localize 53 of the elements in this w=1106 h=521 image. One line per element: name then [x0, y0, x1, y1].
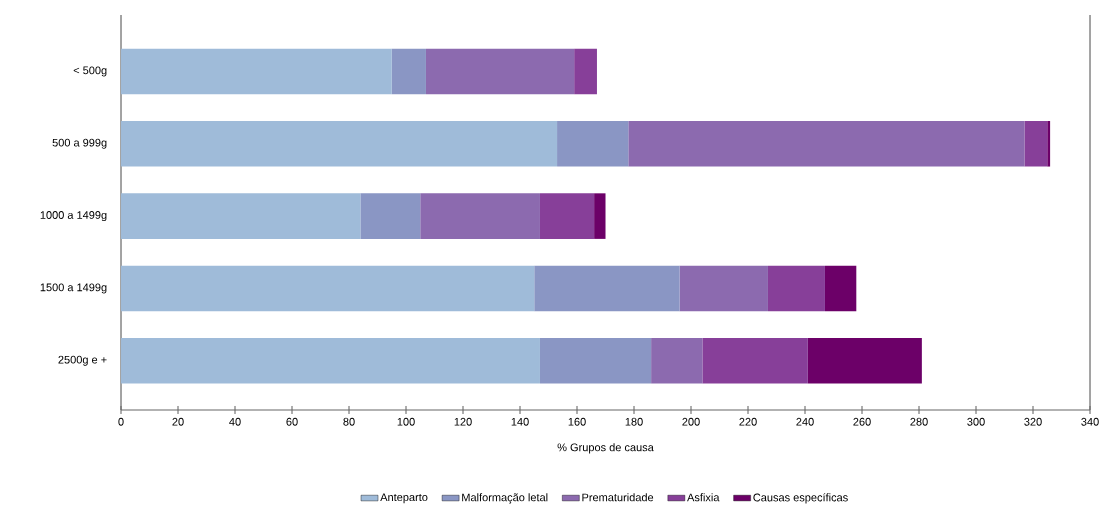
bar — [594, 193, 606, 239]
bar — [1024, 120, 1048, 167]
x-tick-label: 80 — [343, 417, 355, 426]
x-tick-label: 320 — [1024, 417, 1042, 426]
bar — [425, 48, 575, 95]
bar — [824, 265, 857, 312]
bar — [121, 265, 535, 312]
bar — [807, 338, 922, 384]
y-tick-label: 1000 a 1499g — [40, 211, 107, 222]
bar — [628, 120, 1025, 167]
legend-label: Causas específicas — [753, 493, 848, 504]
y-tick-label: 2500g e + — [58, 355, 107, 366]
x-tick-label: 60 — [286, 417, 298, 426]
bar — [539, 338, 652, 384]
bar — [121, 120, 558, 167]
bar — [360, 193, 421, 239]
legend-label: Anteparto — [380, 493, 428, 504]
x-tick-label: 200 — [682, 417, 700, 426]
x-tick-label: 20 — [172, 417, 184, 426]
y-tick-label: < 500g — [73, 66, 107, 77]
x-tick-label: 220 — [739, 417, 757, 426]
bar — [679, 265, 768, 312]
x-tick-label: 340 — [1081, 417, 1099, 426]
x-tick-label: 0 — [118, 417, 124, 426]
x-tick-label: 100 — [397, 417, 415, 426]
bar — [534, 265, 680, 312]
x-tick-label: 140 — [511, 417, 529, 426]
legend-label: Malformação letal — [462, 493, 548, 504]
bar — [702, 338, 808, 384]
x-tick-label: 300 — [967, 417, 985, 426]
legend-label: Prematuridade — [582, 493, 654, 502]
bar — [767, 265, 825, 312]
x-tick-label: 40 — [229, 417, 241, 426]
y-tick-label: 1500 a 1499g — [40, 283, 107, 294]
y-tick-label: 500 a 999g — [52, 138, 107, 149]
x-tick-label: 160 — [568, 417, 586, 426]
bar — [574, 48, 597, 95]
legend-label: Asfixia — [687, 493, 720, 502]
bar — [121, 193, 361, 239]
bar — [420, 193, 540, 239]
x-tick-label: 260 — [853, 417, 871, 426]
x-axis-title: % Grupos de causa — [557, 443, 654, 454]
x-tick-label: 240 — [796, 417, 814, 426]
x-tick-label: 120 — [454, 417, 472, 426]
x-tick-label: 280 — [910, 417, 928, 426]
bar — [557, 120, 629, 167]
bar — [391, 48, 426, 95]
bar — [121, 48, 392, 95]
bar — [651, 338, 703, 384]
bar — [121, 338, 540, 384]
x-tick-label: 180 — [625, 417, 643, 426]
bar — [539, 193, 595, 239]
bar — [1047, 120, 1051, 167]
